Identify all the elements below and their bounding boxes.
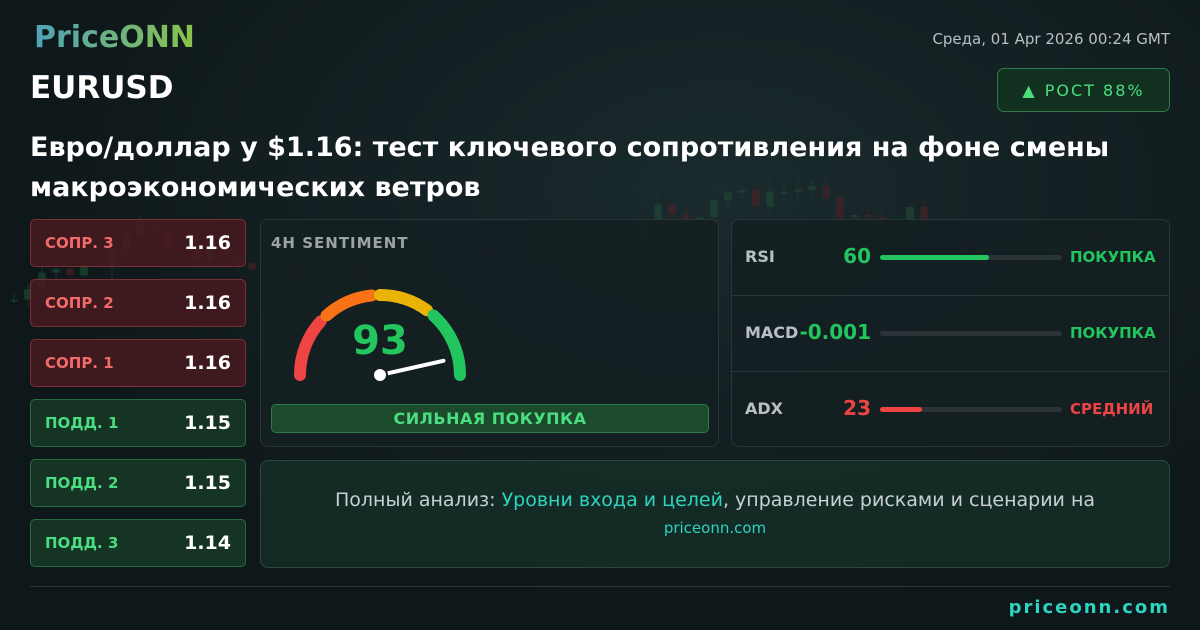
cta-link[interactable]: Уровни входа и целей <box>501 489 723 511</box>
bg-candle <box>80 264 88 276</box>
indicator-bar <box>880 407 922 412</box>
logo: PriceONN <box>34 20 195 55</box>
gauge-arc <box>427 309 466 381</box>
level-value: 1.16 <box>184 232 231 254</box>
indicator-track <box>880 407 1062 412</box>
gauge-arc <box>294 315 327 381</box>
footer-rule <box>30 586 1170 587</box>
cta-url[interactable]: priceonn.com <box>663 519 767 537</box>
level-box: ПОДД. 1 1.15 <box>30 399 246 447</box>
level-value: 1.15 <box>184 472 231 494</box>
bg-candle <box>752 190 760 207</box>
row-separator <box>731 371 1170 372</box>
level-box: СОПР. 2 1.16 <box>30 279 246 327</box>
bg-candle <box>682 214 690 223</box>
bg-candle <box>850 214 858 218</box>
date: Среда, 01 Apr 2026 00:24 GMT <box>932 30 1170 48</box>
level-label: ПОДД. 2 <box>45 474 119 492</box>
level-label: СОПР. 3 <box>45 234 114 252</box>
symbol: EURUSD <box>30 70 174 106</box>
bg-candle <box>52 268 60 273</box>
level-label: ПОДД. 1 <box>45 414 119 432</box>
indicator-value: 23 <box>843 396 871 420</box>
indicator-track <box>880 331 1062 336</box>
level-label: СОПР. 2 <box>45 294 114 312</box>
cta-suffix: , управление рисками и сценарии на <box>722 489 1096 511</box>
badge: ▲ РОСТ 88% <box>997 68 1170 112</box>
badge-text: РОСТ 88% <box>1044 80 1145 100</box>
indicator-signal: СРЕДНИЙ <box>1070 400 1154 418</box>
indicator-name: ADX <box>745 399 783 418</box>
bg-candle <box>738 190 746 193</box>
bg-candle <box>24 289 32 300</box>
sentiment-title: 4H SENTIMENT <box>271 234 409 252</box>
level-value: 1.14 <box>184 532 231 554</box>
level-label: ПОДД. 3 <box>45 534 119 552</box>
cta-panel: Полный анализ: Уровни входа и целей, упр… <box>260 460 1170 568</box>
sentiment-verdict: СИЛЬНАЯ ПОКУПКА <box>271 404 709 433</box>
bg-candle <box>66 268 74 276</box>
indicator-name: RSI <box>745 247 775 266</box>
indicator-signal: ПОКУПКА <box>1070 248 1156 266</box>
gauge-arc <box>320 289 378 322</box>
bg-candle <box>836 197 844 218</box>
gauge-hub <box>372 367 388 383</box>
cta-text: Полный анализ: Уровни входа и целей, упр… <box>261 489 1169 511</box>
bg-candle <box>794 189 802 192</box>
bg-candle <box>724 192 732 201</box>
gauge-arc <box>374 289 434 317</box>
up-arrow-icon: ▲ <box>1022 80 1037 100</box>
bg-candle <box>654 204 662 225</box>
level-value: 1.16 <box>184 292 231 314</box>
indicator-value: -0.001 <box>799 320 871 344</box>
footer-url[interactable]: priceonn.com <box>1008 597 1170 618</box>
cta-prefix: Полный анализ: <box>334 489 496 511</box>
headline: Евро/доллар у $1.16: тест ключевого сопр… <box>30 132 1110 203</box>
level-box: СОПР. 1 1.16 <box>30 339 246 387</box>
bg-candle <box>920 207 928 227</box>
indicator-bar <box>880 255 990 260</box>
level-box: ПОДД. 2 1.15 <box>30 459 246 507</box>
bg-candle <box>668 204 676 215</box>
level-value: 1.15 <box>184 412 231 434</box>
indicator-signal: ПОКУПКА <box>1070 324 1156 342</box>
bg-candle <box>10 299 18 302</box>
bg-candle <box>710 200 718 218</box>
level-label: СОПР. 1 <box>45 354 114 372</box>
level-box: СОПР. 3 1.16 <box>30 219 246 267</box>
sentiment-score: 93 <box>352 318 408 364</box>
row-separator <box>731 295 1170 296</box>
gauge: 93 <box>294 289 466 383</box>
bg-candle <box>248 263 256 270</box>
level-value: 1.16 <box>184 352 231 374</box>
bg-candle <box>822 186 830 198</box>
bg-candle <box>864 214 872 218</box>
bg-candle <box>780 191 788 194</box>
bg-candle <box>766 191 774 207</box>
gauge-needle <box>378 358 446 377</box>
indicator-value: 60 <box>843 244 871 268</box>
level-box: ПОДД. 3 1.14 <box>30 519 246 567</box>
bg-candle <box>906 207 914 225</box>
bg-candle <box>808 186 816 190</box>
indicator-name: MACD <box>745 323 799 342</box>
